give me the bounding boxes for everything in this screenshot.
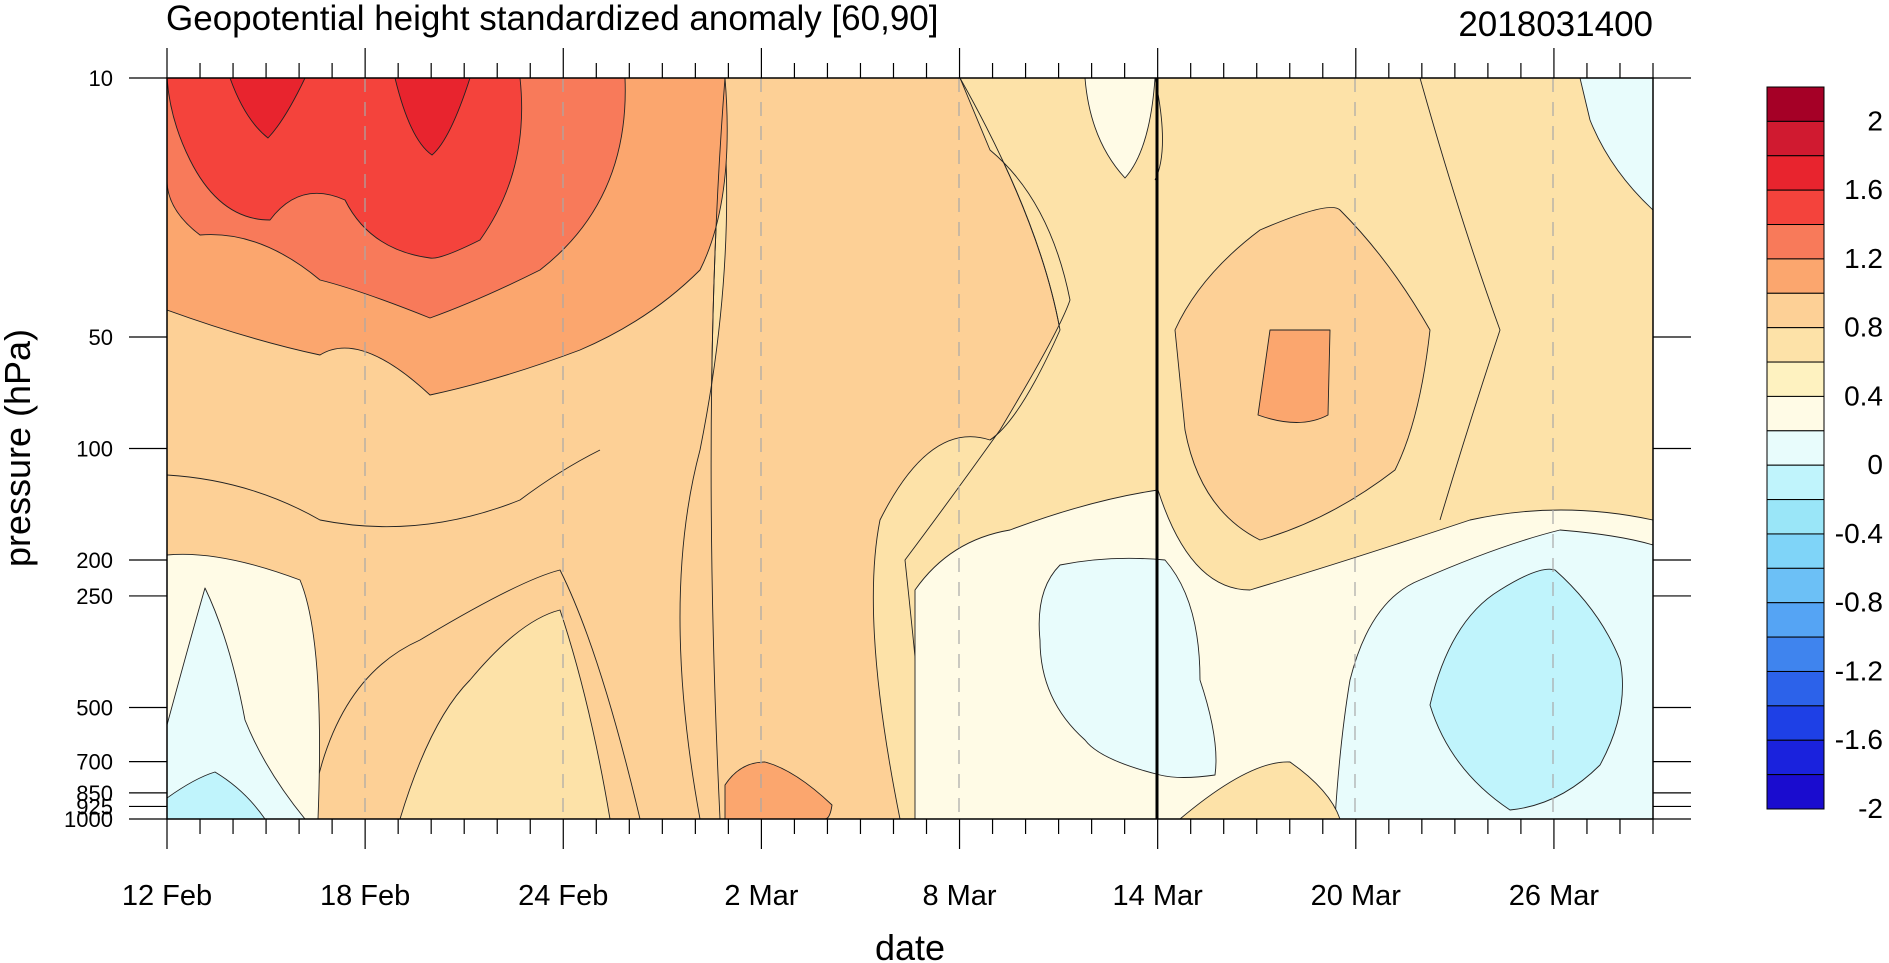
y-tick-label: 200 <box>76 548 113 573</box>
x-tick-label: 8 Mar <box>922 880 996 912</box>
colorbar-label: -2 <box>1858 793 1883 824</box>
contour-fill-west-neg08 <box>167 771 266 819</box>
colorbar-swatch <box>1766 533 1825 569</box>
contour-fill-top-00 <box>1084 78 1156 179</box>
contour-fill-2mar-10 <box>724 761 833 819</box>
colorbar-swatch <box>1766 327 1825 363</box>
colorbar-label: 1.6 <box>1844 174 1883 205</box>
contour-line-1 <box>710 78 726 819</box>
y-tick-label: 100 <box>76 437 113 462</box>
contour-field <box>167 78 1653 819</box>
contour-fill-bottom-04-east <box>1179 761 1341 819</box>
x-tick-label: 20 Mar <box>1311 880 1402 912</box>
y-tick-label: 500 <box>76 695 113 720</box>
y-axis-ticks <box>129 77 1691 820</box>
colorbar-swatch <box>1766 636 1825 672</box>
colorbar-labels: 2 1.6 1.2 0.8 0.4 0 -0.4 -0.8 -1.2 -1.6 -2 <box>1835 105 1883 824</box>
y-tick-label: 50 <box>89 325 113 350</box>
colorbar-swatch <box>1766 292 1825 329</box>
contour-line-5 <box>167 449 601 528</box>
colorbar-swatch <box>1766 739 1825 776</box>
y-tick-label: 700 <box>76 750 113 775</box>
contour-fill-east-neg08 <box>1429 568 1623 811</box>
y-tick-label: 925 <box>76 794 113 819</box>
y-tick-label: 10 <box>89 66 113 91</box>
colorbar-label: 0 <box>1867 449 1883 480</box>
colorbar-swatch <box>1766 395 1825 432</box>
x-tick-label: 12 Feb <box>122 880 212 912</box>
colorbar-label: -0.4 <box>1835 518 1883 549</box>
y-axis-label: pressure (hPa) <box>0 329 38 567</box>
colorbar-swatch <box>1766 86 1825 122</box>
colorbar-label: 0.8 <box>1844 312 1883 343</box>
contour-fill-east-10 <box>1257 329 1331 423</box>
contour-line-2 <box>959 78 1061 441</box>
colorbar-label: 2 <box>1867 105 1883 136</box>
colorbar-swatch <box>1766 155 1825 191</box>
colorbar-swatch <box>1766 189 1825 226</box>
colorbar <box>1766 86 1825 810</box>
colorbar-label: -0.8 <box>1835 587 1883 618</box>
colorbar-swatch <box>1766 430 1825 466</box>
contour-fill-peak-right-16 <box>394 78 471 156</box>
contour-line-4 <box>1419 78 1501 521</box>
contour-fill-east-neg04-a <box>1038 557 1217 778</box>
colorbar-label: -1.2 <box>1835 655 1883 686</box>
x-tick-label: 26 Mar <box>1509 880 1600 912</box>
colorbar-swatch <box>1766 499 1825 535</box>
colorbar-swatch <box>1766 705 1825 741</box>
x-axis-ticks <box>166 48 1654 849</box>
y-tick-label: 1000 <box>64 807 113 832</box>
colorbar-swatch <box>1766 670 1825 707</box>
contour-fill-bottom-04 <box>399 609 611 819</box>
contour-fill-west-neg04 <box>167 587 306 819</box>
colorbar-label: 1.2 <box>1844 243 1883 274</box>
y-tick-label: 250 <box>76 584 113 609</box>
x-tick-label: 14 Mar <box>1113 880 1204 912</box>
colorbar-swatch <box>1766 774 1825 810</box>
colorbar-swatch <box>1766 567 1825 604</box>
contour-fill-peak-left-16 <box>229 78 306 139</box>
colorbar-swatch <box>1766 224 1825 260</box>
dashed-gridlines <box>364 78 1554 819</box>
colorbar-swatch <box>1766 258 1825 294</box>
x-tick-label: 2 Mar <box>724 880 798 912</box>
colorbar-label: 0.4 <box>1844 380 1883 411</box>
colorbar-swatch <box>1766 361 1825 397</box>
chart-right-title: 2018031400 <box>1458 5 1653 44</box>
chart-title: Geopotential height standardized anomaly… <box>166 0 938 38</box>
x-axis-tick-labels: 12 Feb 18 Feb 24 Feb 2 Mar 8 Mar 14 Mar 20 Mar… <box>122 880 1600 912</box>
colorbar-swatch <box>1766 120 1825 157</box>
x-axis-label: date <box>875 927 945 963</box>
colorbar-label: -1.6 <box>1835 724 1883 755</box>
colorbar-swatch <box>1766 464 1825 501</box>
x-tick-label: 24 Feb <box>518 880 608 912</box>
colorbar-swatch <box>1766 602 1825 638</box>
y-tick-label: 850 <box>76 781 113 806</box>
x-tick-label: 18 Feb <box>320 880 410 912</box>
